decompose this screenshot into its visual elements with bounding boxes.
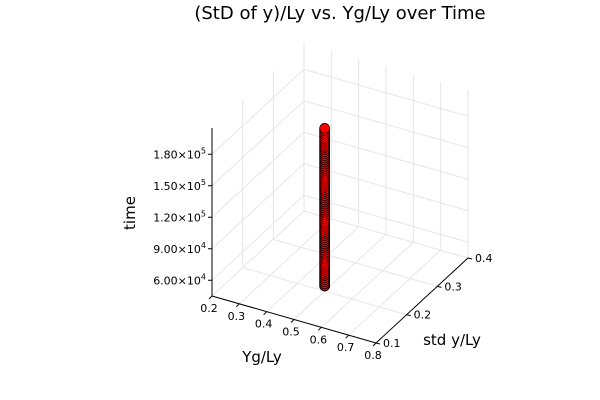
z-tick-label: 1.50×105	[153, 178, 206, 193]
y-tick-mark	[406, 314, 411, 317]
x-tick-label: 0.3	[228, 310, 246, 323]
gridline-floor-x	[293, 234, 387, 320]
x-tick-mark	[263, 311, 268, 316]
x-tick-label: 0.8	[364, 349, 382, 362]
gridline-wall-left-z	[211, 68, 305, 155]
gridline-floor-x	[348, 249, 442, 336]
x-tick-mark	[235, 303, 240, 308]
z-tick-label: 1.20×105	[153, 209, 206, 224]
tick-layer: 0.2 0.3 0.4 0.5 0.6 0.7 0.80.1 0.2 0.3 0.4 6.00×10…	[153, 146, 492, 362]
x-tick-mark	[372, 342, 377, 347]
x-tick-label: 0.5	[282, 326, 300, 339]
gridline-wall-left-z	[211, 163, 305, 250]
grid-layer	[211, 43, 469, 344]
z-tick-label: 1.80×105	[153, 146, 206, 161]
y-tick-label: 0.1	[383, 337, 401, 350]
x-tick-label: 0.7	[337, 341, 355, 354]
gridline-wall-left-z	[211, 131, 305, 218]
data-point	[319, 123, 331, 134]
y-axis-line	[375, 257, 469, 344]
gridline-floor-x	[266, 226, 360, 313]
z-axis-label: time	[121, 196, 139, 230]
gridline-floor-y	[273, 238, 438, 287]
x-tick-mark	[317, 326, 322, 331]
chart-title: (StD of y)/Ly vs. Yg/Ly over Time	[194, 3, 485, 24]
gridline-wall-back-z	[303, 163, 469, 212]
x-tick-mark	[290, 319, 295, 323]
x-tick-label: 0.6	[310, 333, 328, 346]
x-tick-label: 0.4	[255, 318, 273, 331]
y-tick-mark	[467, 257, 473, 260]
y-tick-label: 0.4	[475, 252, 493, 265]
gridline-wall-left-z	[211, 100, 305, 187]
y-tick-label: 0.2	[414, 309, 432, 322]
gridline-floor-x	[211, 210, 305, 297]
x-tick-label: 0.2	[200, 302, 218, 315]
gridline-floor-x	[238, 218, 332, 305]
gridline-wall-back-z	[303, 131, 469, 180]
gridline-wall-back-z	[303, 194, 469, 243]
gridline-floor-x	[320, 241, 414, 328]
x-tick-mark	[208, 295, 213, 300]
z-tick-label: 6.00×104	[153, 272, 206, 287]
z-tick-label: 9.00×104	[153, 241, 206, 256]
y-axis-label: std y/Ly	[423, 331, 481, 349]
gridline-wall-back-z	[303, 68, 469, 117]
y-tick-mark	[375, 342, 381, 345]
gridline-wall-left-z	[211, 194, 305, 281]
data-points	[319, 123, 331, 292]
x-tick-mark	[345, 334, 350, 339]
y-tick-label: 0.3	[444, 280, 462, 293]
y-tick-mark	[437, 285, 442, 288]
gridline-wall-back-z	[303, 100, 469, 149]
x-axis-label: Yg/Ly	[241, 348, 282, 366]
